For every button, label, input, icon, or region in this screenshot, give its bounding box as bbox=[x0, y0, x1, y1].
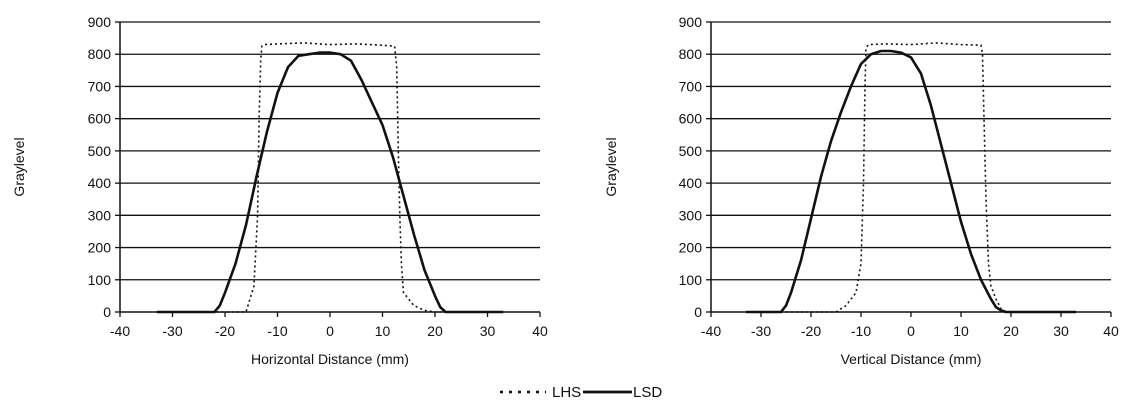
y-axis-title: Graylevel bbox=[603, 137, 619, 196]
y-tick-label: 700 bbox=[679, 78, 703, 94]
y-tick-label: 300 bbox=[88, 207, 112, 223]
y-tick-label: 700 bbox=[88, 78, 112, 94]
x-tick-label: 20 bbox=[1003, 323, 1019, 339]
x-tick-label: 40 bbox=[532, 323, 548, 339]
y-tick-label: 100 bbox=[88, 272, 112, 288]
y-tick-label: 900 bbox=[679, 14, 703, 30]
x-tick-label: -20 bbox=[801, 323, 821, 339]
legend: LHS LSD bbox=[500, 384, 662, 401]
y-tick-label: 300 bbox=[679, 207, 703, 223]
x-axis-title: Vertical Distance (mm) bbox=[841, 351, 982, 367]
x-tick-label: 40 bbox=[1103, 323, 1119, 339]
legend-label-lsd: LSD bbox=[633, 384, 662, 401]
x-tick-label: -30 bbox=[162, 323, 182, 339]
x-tick-label: 30 bbox=[480, 323, 496, 339]
y-tick-label: 400 bbox=[88, 175, 112, 191]
x-tick-label: -40 bbox=[110, 323, 130, 339]
series-line-lsd bbox=[746, 49, 1076, 314]
y-tick-label: 200 bbox=[88, 240, 112, 256]
x-tick-label: 10 bbox=[375, 323, 391, 339]
x-tick-label: -30 bbox=[751, 323, 771, 339]
x-tick-label: 10 bbox=[953, 323, 969, 339]
y-tick-label: 600 bbox=[88, 111, 112, 127]
y-tick-label: 0 bbox=[103, 304, 111, 320]
x-tick-label: 20 bbox=[427, 323, 443, 339]
x-tick-label: -20 bbox=[215, 323, 235, 339]
y-tick-label: 800 bbox=[679, 46, 703, 62]
x-axis-title: Horizontal Distance (mm) bbox=[251, 351, 409, 367]
series-line-lhs bbox=[746, 42, 1076, 313]
x-tick-label: -10 bbox=[267, 323, 287, 339]
series-line-lhs bbox=[156, 42, 504, 313]
x-tick-label: 0 bbox=[326, 323, 334, 339]
y-tick-label: 900 bbox=[88, 14, 112, 30]
y-tick-label: 100 bbox=[679, 272, 703, 288]
y-tick-label: 400 bbox=[679, 175, 703, 191]
y-tick-label: 600 bbox=[679, 111, 703, 127]
y-tick-label: 200 bbox=[679, 240, 703, 256]
x-tick-label: -10 bbox=[851, 323, 871, 339]
y-tick-label: 0 bbox=[694, 304, 702, 320]
y-tick-label: 800 bbox=[88, 46, 112, 62]
x-tick-label: 0 bbox=[907, 323, 915, 339]
x-tick-label: -40 bbox=[701, 323, 721, 339]
legend-label-lhs: LHS bbox=[552, 384, 581, 401]
y-tick-label: 500 bbox=[88, 143, 112, 159]
x-tick-label: 30 bbox=[1053, 323, 1069, 339]
y-tick-label: 500 bbox=[679, 143, 703, 159]
series-line-lsd bbox=[156, 51, 504, 314]
y-axis-title: Graylevel bbox=[11, 137, 27, 196]
